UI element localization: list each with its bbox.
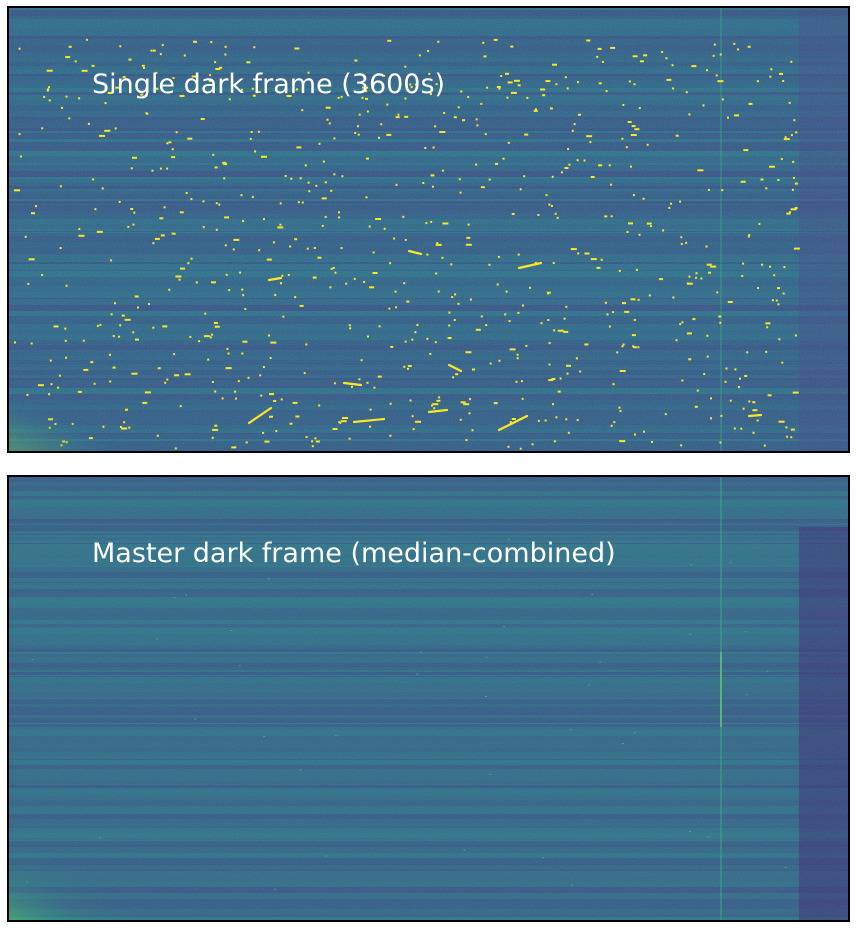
master-dark-frame-image xyxy=(9,477,848,920)
panel-title: Single dark frame (3600s) xyxy=(92,69,446,100)
panel-title: Master dark frame (median-combined) xyxy=(92,538,616,569)
master-dark-frame-panel: Master dark frame (median-combined) xyxy=(7,475,850,922)
single-dark-frame-panel: Single dark frame (3600s) xyxy=(7,6,850,453)
single-dark-frame-image xyxy=(9,8,848,451)
